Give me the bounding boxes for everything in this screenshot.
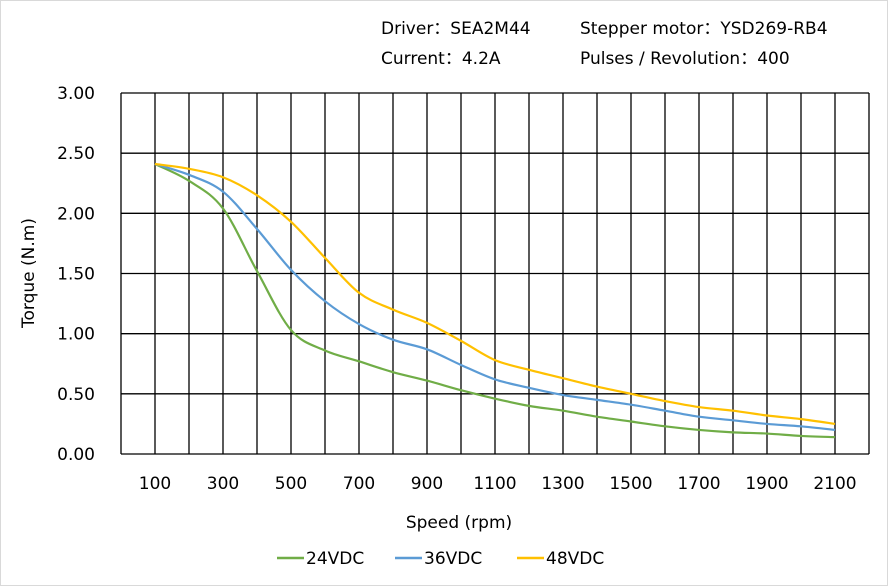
legend-label: 36VDC [424, 549, 482, 569]
driver-label: Driver：SEA2M44 [381, 19, 531, 39]
x-tick-label: 2100 [813, 474, 856, 494]
series-line-36vdc [154, 162, 836, 432]
legend-label: 24VDC [306, 549, 364, 569]
motor-label: Stepper motor：YSD269-RB4 [580, 19, 828, 39]
x-tick-label: 100 [139, 474, 171, 494]
pulses-label: Pulses / Revolution：400 [580, 49, 790, 69]
legend: 24VDC 36VDC 48VDC [277, 549, 604, 569]
y-tick-label: 0.00 [57, 445, 95, 465]
x-tick-label: 700 [343, 474, 375, 494]
x-tick-label: 1700 [677, 474, 720, 494]
y-axis-ticks: 0.00 0.50 1.00 1.50 2.00 2.50 3.00 [57, 84, 95, 465]
y-tick-label: 1.00 [57, 325, 95, 345]
x-tick-label: 500 [275, 474, 307, 494]
grid [120, 92, 870, 455]
x-tick-label: 1300 [541, 474, 584, 494]
x-tick-label: 1100 [473, 474, 516, 494]
y-tick-label: 2.50 [57, 144, 95, 164]
series-line-48vdc [154, 162, 836, 426]
series-line-24vdc [154, 163, 836, 439]
y-tick-label: 1.50 [57, 265, 95, 285]
x-tick-label: 1900 [745, 474, 788, 494]
x-axis-label: Speed (rpm) [406, 513, 512, 533]
x-tick-label: 900 [411, 474, 443, 494]
y-tick-label: 3.00 [57, 84, 95, 104]
x-tick-label: 300 [207, 474, 239, 494]
x-tick-label: 1500 [609, 474, 652, 494]
series-lines [154, 162, 836, 439]
x-axis-ticks: 100 300 500 700 900 1100 1300 1500 1700 1900 2100 [139, 474, 857, 494]
legend-label: 48VDC [546, 549, 604, 569]
y-axis-label: Torque (N.m) [19, 218, 39, 329]
y-tick-label: 2.00 [57, 204, 95, 224]
y-tick-label: 0.50 [57, 385, 95, 405]
current-label: Current：4.2A [381, 49, 501, 69]
